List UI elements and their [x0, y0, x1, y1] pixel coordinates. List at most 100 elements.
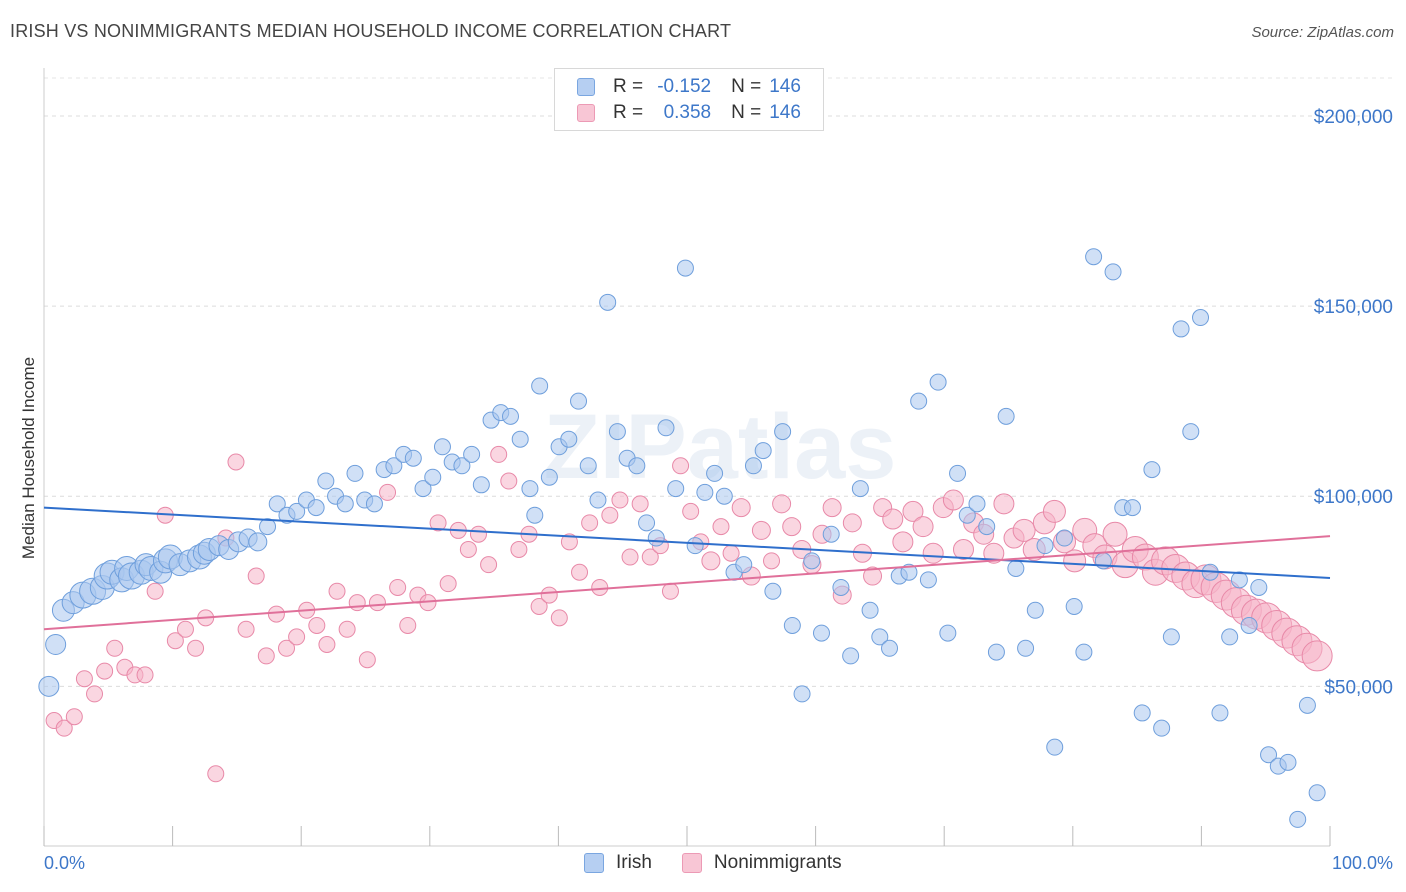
irish-point — [939, 624, 957, 642]
axes — [43, 68, 1331, 847]
irish-point — [521, 480, 539, 498]
chart-title: IRISH VS NONIMMIGRANTS MEDIAN HOUSEHOLD … — [10, 21, 732, 41]
irish-point — [1055, 529, 1073, 547]
nonimmigrants-point — [922, 542, 944, 564]
nonimmigrants-point — [983, 542, 1005, 564]
irish-point — [1240, 616, 1258, 634]
nonimmigrants-trend-line — [43, 535, 1331, 631]
nonimmigrants-point — [701, 551, 721, 571]
irish-point — [1250, 578, 1268, 596]
irish-point — [638, 514, 656, 532]
nonimmigrants-point — [166, 632, 184, 650]
nonimmigrants-point — [338, 620, 356, 638]
nonimmigrants-point — [429, 514, 447, 532]
nonimmigrants-point — [399, 616, 417, 634]
nonimmigrants-point — [751, 520, 771, 540]
irish-point — [628, 457, 646, 475]
y-tick-label: $200,000 — [1314, 107, 1393, 128]
irish-point — [288, 502, 306, 520]
nonimmigrants-point — [348, 594, 366, 612]
nonimmigrants-point — [176, 620, 194, 638]
irish-point — [433, 438, 451, 456]
nonimmigrants-n-value: 146 — [769, 102, 801, 123]
irish-point — [268, 495, 286, 513]
irish-point — [1085, 248, 1103, 266]
irish-point — [871, 628, 889, 646]
irish-point — [365, 495, 383, 513]
irish-point — [1192, 309, 1210, 327]
irish-point — [900, 563, 918, 581]
irish-point — [385, 457, 403, 475]
irish-point — [832, 578, 850, 596]
irish-point — [851, 480, 869, 498]
legend-item-irish: Irish — [584, 852, 652, 874]
irish-point — [1046, 738, 1064, 756]
nonimmigrants-point — [902, 500, 924, 522]
nonimmigrants-point — [822, 498, 842, 518]
irish-point — [754, 442, 772, 460]
irish-point — [715, 487, 733, 505]
irish-point — [45, 633, 67, 655]
nonimmigrants-point — [379, 483, 397, 501]
irish-swatch — [577, 78, 595, 96]
irish-point — [978, 518, 996, 536]
nonimmigrants-point — [136, 666, 154, 684]
nonimmigrants-legend-swatch — [681, 853, 702, 873]
irish-point — [560, 430, 578, 448]
irish-point — [317, 472, 335, 490]
nonimmigrants-point — [540, 586, 558, 604]
legend-n-label: N = — [731, 76, 762, 97]
nonimmigrants-point — [389, 578, 407, 596]
irish-point — [1153, 719, 1171, 737]
nonimmigrants-point — [257, 647, 275, 665]
irish-point — [1279, 753, 1297, 771]
irish-point — [1133, 704, 1151, 722]
irish-point — [696, 483, 714, 501]
nonimmigrants-point — [892, 531, 914, 553]
nonimmigrants-point — [267, 605, 285, 623]
irish-point — [463, 445, 481, 463]
irish-point — [531, 377, 549, 395]
irish-point — [453, 457, 471, 475]
irish-point — [570, 392, 588, 410]
watermark: ZIPatlas — [544, 396, 897, 498]
irish-point — [783, 616, 801, 634]
irish-point — [949, 464, 967, 482]
nonimmigrants-points — [45, 445, 1333, 783]
irish-point — [579, 457, 597, 475]
nonimmigrants-point — [358, 651, 376, 669]
nonimmigrants-point — [631, 495, 649, 513]
x-tick-label-min: 0.0% — [44, 853, 85, 873]
nonimmigrants-point — [993, 493, 1015, 515]
nonimmigrants-point — [782, 517, 802, 537]
nonimmigrants-point — [682, 502, 700, 520]
irish-point — [1211, 704, 1229, 722]
nonimmigrants-point — [146, 582, 164, 600]
irish-point — [501, 407, 519, 425]
irish-point — [599, 293, 617, 311]
irish-legend-label: Irish — [616, 852, 652, 873]
irish-point — [1026, 601, 1044, 619]
irish-point — [968, 495, 986, 513]
irish-point — [1260, 746, 1278, 764]
irish-point — [1182, 423, 1200, 441]
nonimmigrants-point — [952, 538, 974, 560]
irish-point — [404, 449, 422, 467]
irish-point — [424, 468, 442, 486]
nonimmigrants-point — [459, 540, 477, 558]
x-tick-label-max: 100.0% — [1332, 853, 1393, 873]
irish-point — [647, 529, 665, 547]
irish-point — [1036, 537, 1054, 555]
nonimmigrants-point — [621, 548, 639, 566]
nonimmigrants-point — [368, 594, 386, 612]
irish-point — [686, 537, 704, 555]
irish-point — [472, 476, 490, 494]
irish-point — [1221, 628, 1239, 646]
irish-point — [1162, 628, 1180, 646]
nonimmigrants-point — [247, 567, 265, 585]
nonimmigrants-point — [187, 639, 205, 657]
irish-point — [511, 430, 529, 448]
irish-point — [764, 582, 782, 600]
nonimmigrants-point — [86, 685, 104, 703]
nonimmigrants-point — [490, 445, 508, 463]
